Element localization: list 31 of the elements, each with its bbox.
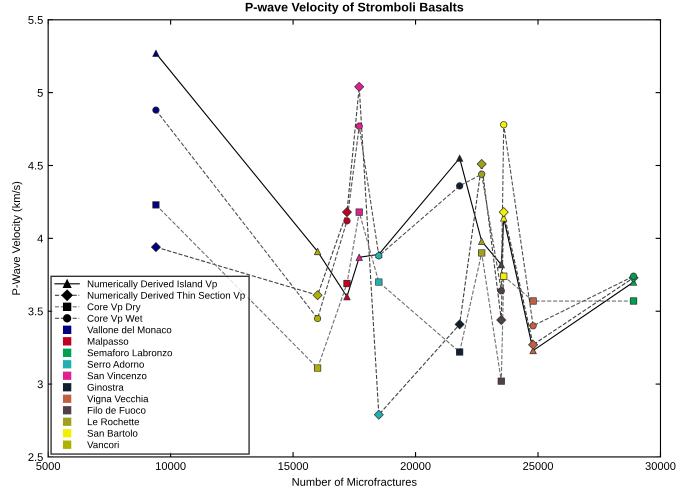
x-tick-label: 10000 bbox=[156, 462, 186, 470]
x-tick-label: 20000 bbox=[400, 462, 431, 470]
y-tick-label: 5.5 bbox=[28, 16, 43, 24]
y-tick-label: 4.5 bbox=[28, 162, 43, 170]
chart-title: P-wave Velocity of Stromboli Basalts bbox=[246, 2, 464, 14]
legend-label: Numerically Derived Thin Section Vp bbox=[88, 292, 245, 301]
legend-label: Malpasso bbox=[88, 338, 128, 347]
legend-label: Core Vp Wet bbox=[88, 314, 142, 324]
y-tick-label: 3.5 bbox=[28, 307, 43, 316]
y-axis-title: P-Wave Velocity (km/s) bbox=[12, 182, 22, 295]
legend-label: Semaforo Labronzo bbox=[87, 349, 172, 356]
legend-label: Vallone del Monaco bbox=[87, 326, 172, 334]
y-tick-label: 2.5 bbox=[28, 453, 43, 462]
x-axis-title: Number of Microfractures bbox=[292, 478, 417, 486]
legend-label: Ginostra bbox=[88, 384, 124, 391]
x-tick-label: 5000 bbox=[36, 462, 60, 470]
legend-label: Serro Adorno bbox=[87, 360, 144, 368]
legend-label: San Vincenzo bbox=[87, 372, 146, 380]
legend-label: Core Vp Dry bbox=[88, 303, 141, 312]
y-tick-label: 4 bbox=[37, 234, 43, 242]
x-tick-label: 25000 bbox=[523, 462, 554, 470]
legend-label: Le Rochette bbox=[88, 418, 140, 426]
legend-label: Numerically Derived Island Vp bbox=[88, 280, 217, 290]
y-tick-label: 3 bbox=[38, 380, 43, 388]
y-tick-label: 5 bbox=[38, 89, 43, 97]
x-tick-label: 15000 bbox=[278, 462, 308, 470]
legend-label: San Bartolo bbox=[87, 430, 138, 437]
legend-label: Filo de Fuoco bbox=[88, 406, 146, 414]
legend-label: Vigna Vecchia bbox=[87, 395, 148, 404]
x-tick-label: 30000 bbox=[645, 462, 676, 470]
legend-label: Vancori bbox=[87, 441, 119, 448]
